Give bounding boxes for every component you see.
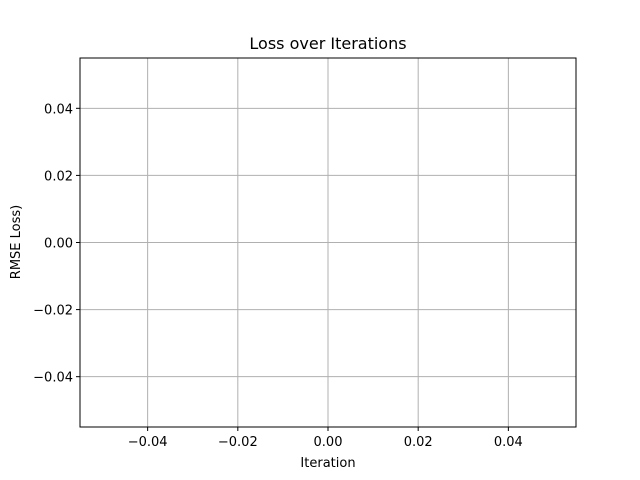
chart-title: Loss over Iterations (249, 34, 406, 53)
grid-lines (80, 58, 576, 427)
x-tick-label: −0.04 (128, 435, 168, 450)
x-axis-label: Iteration (300, 456, 355, 471)
y-tick-label: 0.02 (44, 169, 73, 184)
y-tick-label: 0.04 (44, 102, 73, 117)
x-tick-label: 0.02 (404, 435, 433, 450)
x-tick-label: 0.00 (314, 435, 343, 450)
y-tick-label: 0.00 (44, 237, 73, 252)
y-axis-ticks: −0.04 −0.02 0.00 0.02 0.04 (33, 102, 80, 386)
x-tick-label: 0.04 (494, 435, 523, 450)
y-tick-label: −0.02 (33, 304, 73, 319)
y-tick-label: −0.04 (33, 371, 73, 386)
x-tick-label: −0.02 (218, 435, 258, 450)
x-axis-ticks: −0.04 −0.02 0.00 0.02 0.04 (128, 427, 523, 450)
y-axis-label: RMSE Loss) (9, 205, 24, 279)
